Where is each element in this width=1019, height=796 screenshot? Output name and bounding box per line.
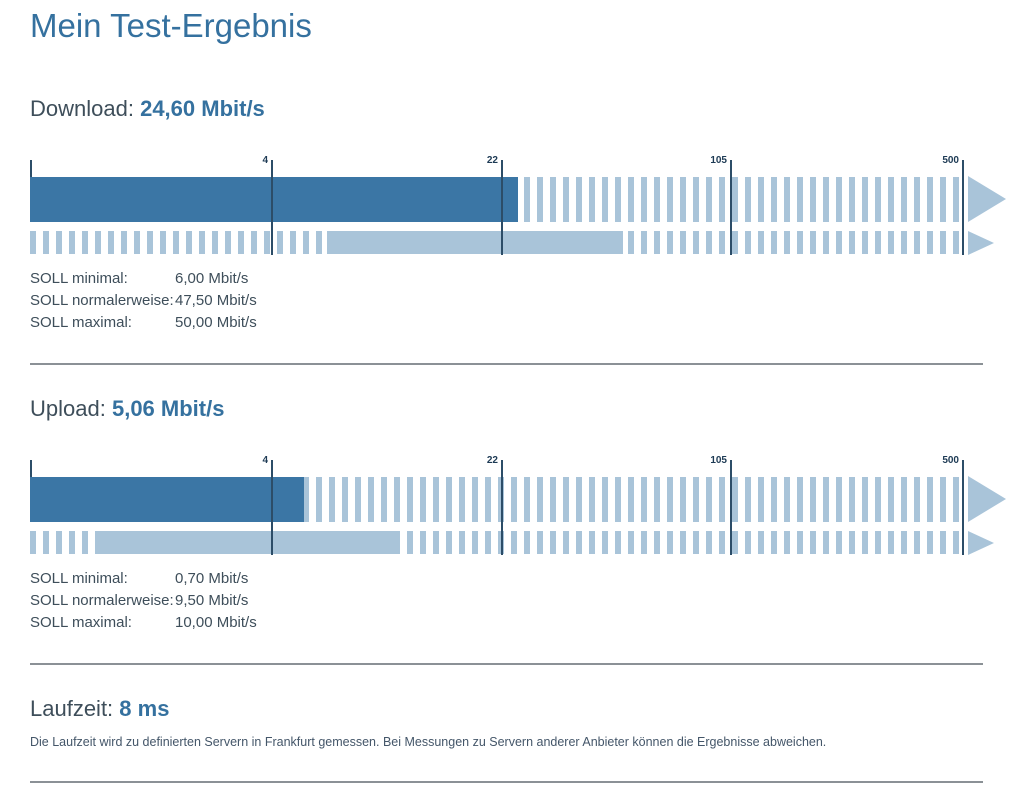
axis-tick-label: 105 <box>710 455 727 466</box>
soll-normal-label: SOLL normalerweise: <box>30 592 174 609</box>
measured-bar-track <box>30 477 963 522</box>
axis-tick-line <box>730 160 732 255</box>
latency-section: Laufzeit: 8 ms Die Laufzeit wird zu defi… <box>30 696 983 750</box>
download-soll-table: SOLL minimal: 6,00 Mbit/s SOLL normalerw… <box>30 268 983 334</box>
section-divider <box>30 363 983 365</box>
upload-value: 5,06 Mbit/s <box>111 396 225 421</box>
soll-maximal-label: SOLL maximal: <box>30 314 132 331</box>
soll-row-maximal: SOLL maximal: 50,00 Mbit/s <box>30 312 983 334</box>
latency-label: Laufzeit: <box>30 696 114 721</box>
soll-normal-value: 47,50 Mbit/s <box>175 292 257 309</box>
axis-tick-label: 22 <box>486 155 498 166</box>
soll-row-minimal: SOLL minimal: 0,70 Mbit/s <box>30 568 983 590</box>
arrow-right-icon <box>968 231 994 255</box>
axis-tick-line <box>271 460 273 555</box>
soll-minimal-label: SOLL minimal: <box>30 570 128 587</box>
upload-soll-table: SOLL minimal: 0,70 Mbit/s SOLL normalerw… <box>30 568 983 634</box>
download-label: Download: <box>30 96 134 121</box>
latency-value: 8 ms <box>119 696 170 721</box>
arrow-right-icon <box>968 531 994 555</box>
upload-heading: Upload: 5,06 Mbit/s <box>30 396 983 422</box>
arrow-right-icon <box>968 476 1006 522</box>
target-range-bar <box>100 531 396 554</box>
download-section: Download: 24,60 Mbit/s 4 22 105 500 SOLL mi… <box>30 96 1006 334</box>
latency-heading: Laufzeit: 8 ms <box>30 696 983 722</box>
soll-minimal-value: 0,70 Mbit/s <box>175 570 249 587</box>
axis-tick-label: 105 <box>710 155 727 166</box>
results-page: Mein Test-Ergebnis Download: 24,60 Mbit/… <box>0 6 1019 783</box>
soll-minimal-label: SOLL minimal: <box>30 270 128 287</box>
target-range-bar-track <box>30 531 963 554</box>
latency-note: Die Laufzeit wird zu definierten Servern… <box>30 735 827 749</box>
page-title: Mein Test-Ergebnis <box>30 7 312 44</box>
soll-row-normal: SOLL normalerweise: 47,50 Mbit/s <box>30 290 983 312</box>
axis-tick-line <box>271 160 273 255</box>
download-chart: 4 22 105 500 <box>30 155 1006 255</box>
section-divider <box>30 663 983 665</box>
soll-minimal-value: 6,00 Mbit/s <box>175 270 249 287</box>
upload-chart: 4 22 105 500 <box>30 455 1006 555</box>
axis-tick-line <box>501 160 503 255</box>
soll-row-normal: SOLL normalerweise: 9,50 Mbit/s <box>30 590 983 612</box>
target-range-bar <box>327 231 623 254</box>
axis-tick-label: 4 <box>262 155 268 166</box>
soll-normal-value: 9,50 Mbit/s <box>175 592 249 609</box>
axis-tick-label: 4 <box>262 455 268 466</box>
soll-maximal-value: 10,00 Mbit/s <box>175 614 257 631</box>
measured-bar <box>30 477 304 522</box>
axis-tick-line <box>962 460 964 555</box>
upload-section: Upload: 5,06 Mbit/s 4 22 105 500 SOLL minim… <box>30 396 1006 634</box>
measured-bar <box>30 177 518 222</box>
section-divider <box>30 781 983 783</box>
axis-tick-line <box>501 460 503 555</box>
axis-tick-label: 500 <box>942 155 959 166</box>
upload-label: Upload: <box>30 396 106 421</box>
axis-edge-line <box>30 460 32 477</box>
soll-normal-label: SOLL normalerweise: <box>30 292 174 309</box>
axis-tick-label: 22 <box>486 455 498 466</box>
soll-row-maximal: SOLL maximal: 10,00 Mbit/s <box>30 612 983 634</box>
axis-edge-line <box>30 160 32 177</box>
axis-tick-label: 500 <box>942 455 959 466</box>
axis-tick-line <box>730 460 732 555</box>
soll-maximal-value: 50,00 Mbit/s <box>175 314 257 331</box>
download-value: 24,60 Mbit/s <box>140 96 265 121</box>
measured-bar-track <box>30 177 963 222</box>
soll-row-minimal: SOLL minimal: 6,00 Mbit/s <box>30 268 983 290</box>
axis-tick-line <box>962 160 964 255</box>
soll-maximal-label: SOLL maximal: <box>30 614 132 631</box>
arrow-right-icon <box>968 176 1006 222</box>
download-heading: Download: 24,60 Mbit/s <box>30 96 983 122</box>
target-range-bar-track <box>30 231 963 254</box>
